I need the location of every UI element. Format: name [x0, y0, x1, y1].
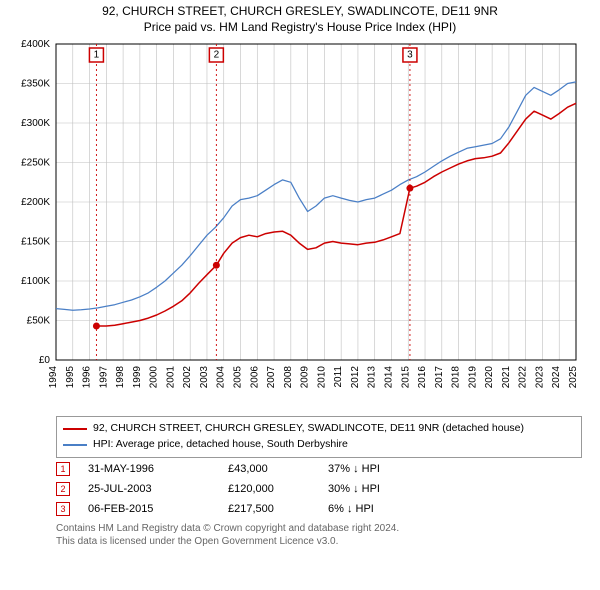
sale-price: £217,500 [228, 503, 328, 515]
svg-text:2018: 2018 [451, 366, 462, 389]
svg-text:2015: 2015 [400, 366, 411, 389]
footer-line-2: This data is licensed under the Open Gov… [56, 535, 582, 549]
svg-text:1997: 1997 [98, 366, 109, 389]
svg-text:2006: 2006 [249, 366, 260, 389]
svg-text:2010: 2010 [316, 366, 327, 389]
sale-date: 31-MAY-1996 [88, 463, 228, 475]
svg-text:2021: 2021 [501, 366, 512, 389]
svg-text:2011: 2011 [333, 366, 344, 388]
svg-text:2003: 2003 [199, 366, 210, 389]
sale-price: £120,000 [228, 483, 328, 495]
legend-item: HPI: Average price, detached house, Sout… [63, 437, 575, 453]
svg-text:2019: 2019 [467, 366, 478, 389]
svg-text:2022: 2022 [518, 366, 529, 389]
svg-text:2000: 2000 [149, 366, 160, 389]
footer-line-1: Contains HM Land Registry data © Crown c… [56, 522, 582, 536]
svg-text:1994: 1994 [48, 366, 59, 389]
svg-text:2024: 2024 [551, 366, 562, 389]
svg-text:£300K: £300K [21, 118, 50, 129]
sale-date: 25-JUL-2003 [88, 483, 228, 495]
legend-item: 92, CHURCH STREET, CHURCH GRESLEY, SWADL… [63, 421, 575, 437]
legend-swatch [63, 444, 87, 446]
svg-text:£400K: £400K [21, 39, 50, 50]
svg-text:2004: 2004 [216, 366, 227, 389]
chart-footer: Contains HM Land Registry data © Crown c… [56, 522, 582, 549]
chart-title-sub: Price paid vs. HM Land Registry's House … [0, 20, 600, 34]
svg-text:2007: 2007 [266, 366, 277, 389]
price-chart: £0 £50K £100K £150K £200K £250K £300K £350K £400… [0, 34, 600, 410]
sales-row: 1 31-MAY-1996£43,00037% ↓ HPI [56, 462, 582, 476]
svg-text:2020: 2020 [484, 366, 495, 389]
svg-text:2: 2 [214, 50, 220, 61]
svg-text:2013: 2013 [367, 366, 378, 389]
sale-hpi-delta: 30% ↓ HPI [328, 483, 438, 495]
sale-marker-badge: 2 [56, 482, 70, 496]
sale-hpi-delta: 6% ↓ HPI [328, 503, 438, 515]
sales-row: 2 25-JUL-2003£120,00030% ↓ HPI [56, 482, 582, 496]
sale-marker-badge: 3 [56, 502, 70, 516]
svg-text:1996: 1996 [82, 366, 93, 389]
chart-title-address: 92, CHURCH STREET, CHURCH GRESLEY, SWADL… [0, 4, 600, 18]
svg-text:1998: 1998 [115, 366, 126, 389]
svg-text:2009: 2009 [300, 366, 311, 389]
sale-price: £43,000 [228, 463, 328, 475]
sale-marker-badge: 1 [56, 462, 70, 476]
svg-text:£350K: £350K [21, 79, 50, 90]
svg-text:3: 3 [407, 50, 413, 61]
svg-text:2012: 2012 [350, 366, 361, 389]
legend-label: 92, CHURCH STREET, CHURCH GRESLEY, SWADL… [93, 421, 524, 437]
sale-hpi-delta: 37% ↓ HPI [328, 463, 438, 475]
svg-text:2008: 2008 [283, 366, 294, 389]
svg-text:2016: 2016 [417, 366, 428, 389]
chart-svg: £0 £50K £100K £150K £200K £250K £300K £350K £400… [0, 34, 600, 410]
svg-text:2014: 2014 [383, 366, 394, 389]
svg-text:2017: 2017 [434, 366, 445, 389]
svg-text:2023: 2023 [534, 366, 545, 389]
svg-text:£100K: £100K [21, 276, 50, 287]
sales-table: 1 31-MAY-1996£43,00037% ↓ HPI 2 25-JUL-2003… [56, 462, 582, 516]
svg-text:1995: 1995 [65, 366, 76, 389]
svg-text:£150K: £150K [21, 237, 50, 248]
legend-label: HPI: Average price, detached house, Sout… [93, 437, 348, 453]
sale-date: 06-FEB-2015 [88, 503, 228, 515]
svg-text:£0: £0 [39, 355, 51, 366]
sales-row: 3 06-FEB-2015£217,5006% ↓ HPI [56, 502, 582, 516]
svg-text:2005: 2005 [233, 366, 244, 389]
svg-text:1: 1 [94, 50, 100, 61]
svg-text:£200K: £200K [21, 197, 50, 208]
svg-text:1999: 1999 [132, 366, 143, 389]
svg-text:2001: 2001 [165, 366, 176, 389]
svg-text:2025: 2025 [568, 366, 579, 389]
svg-text:2002: 2002 [182, 366, 193, 389]
legend-swatch [63, 428, 87, 430]
chart-legend: 92, CHURCH STREET, CHURCH GRESLEY, SWADL… [56, 416, 582, 458]
svg-text:£50K: £50K [27, 316, 51, 327]
svg-text:£250K: £250K [21, 158, 50, 169]
